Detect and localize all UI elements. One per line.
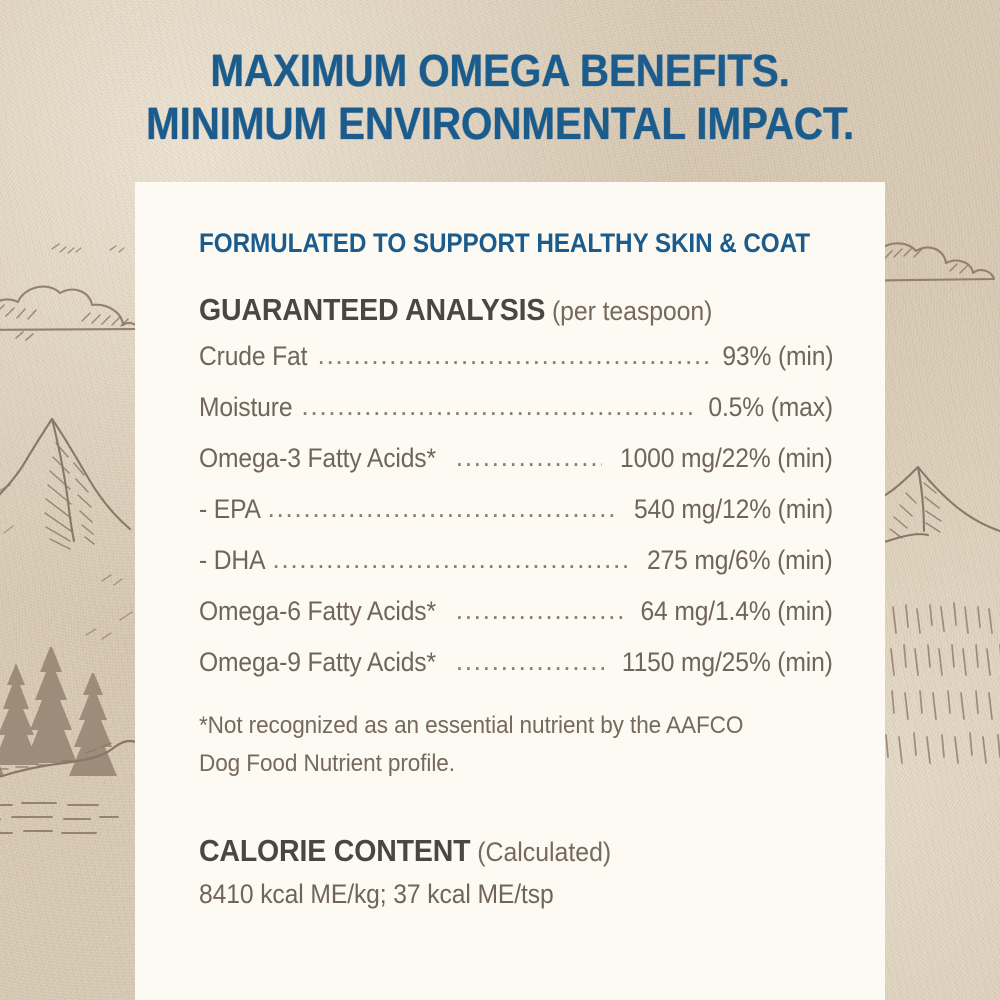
dot-leader: ........................................… (272, 545, 631, 574)
nutrient-value: 64 mg/1.4% (min) (640, 596, 833, 626)
guaranteed-analysis-qualifier: (per teaspoon) (545, 296, 713, 326)
dot-leader: ........................................… (267, 494, 617, 523)
dot-leader: ........................................… (317, 341, 712, 370)
page-headline: MAXIMUM OMEGA BENEFITS. MINIMUM ENVIRONM… (0, 44, 1000, 150)
nutrient-label: Omega-3 Fatty Acids* (199, 443, 436, 473)
nutrient-value: 93% (min) (721, 341, 833, 371)
dot-leader: ........................................… (455, 596, 625, 625)
calorie-content-heading: CALORIE CONTENT (Calculated) (199, 832, 782, 871)
guaranteed-analysis-title: GUARANTEED ANALYSIS (199, 292, 546, 327)
nutrition-card: FORMULATED TO SUPPORT HEALTHY SKIN & COA… (135, 182, 885, 1000)
nutrient-value: 1150 mg/25% (min) (622, 647, 833, 677)
nutrient-label: Omega-6 Fatty Acids* (199, 596, 436, 626)
dot-leader: ........................................… (455, 647, 605, 676)
calorie-content-title: CALORIE CONTENT (199, 833, 471, 868)
dot-leader: ........................................… (301, 392, 698, 421)
table-row: - DHA ..................................… (199, 545, 833, 596)
table-row: Omega-3 Fatty Acids* ...................… (199, 443, 833, 494)
table-row: Moisture ...............................… (199, 392, 833, 443)
card-subheading: FORMULATED TO SUPPORT HEALTHY SKIN & COA… (199, 228, 811, 258)
calorie-content-qualifier: (Calculated) (470, 837, 612, 867)
nutrient-value: 275 mg/6% (min) (647, 545, 833, 575)
table-row: Crude Fat ..............................… (199, 341, 833, 392)
nutrient-value: 540 mg/12% (min) (633, 494, 833, 524)
guaranteed-analysis-rows: Crude Fat ..............................… (199, 341, 833, 698)
nutrient-value: 0.5% (max) (708, 392, 833, 422)
nutrient-label: Crude Fat (199, 341, 308, 371)
guaranteed-analysis-heading: GUARANTEED ANALYSIS (per teaspoon) (199, 292, 782, 329)
headline-line-1: MAXIMUM OMEGA BENEFITS. (210, 45, 790, 96)
table-row: Omega-9 Fatty Acids* ...................… (199, 647, 833, 698)
nutrient-label: - EPA (199, 494, 261, 524)
nutrition-card-content: FORMULATED TO SUPPORT HEALTHY SKIN & COA… (199, 226, 833, 911)
nutrient-label: Omega-9 Fatty Acids* (199, 647, 436, 677)
nutrient-value: 1000 mg/22% (min) (620, 443, 833, 473)
aafco-footnote: *Not recognized as an essential nutrient… (199, 712, 744, 777)
nutrient-label: - DHA (199, 545, 266, 575)
calorie-content-block: CALORIE CONTENT (Calculated) 8410 kcal M… (199, 832, 833, 911)
table-row: - EPA ..................................… (199, 494, 833, 545)
calorie-content-value: 8410 kcal ME/kg; 37 kcal ME/tsp (199, 879, 554, 909)
dot-leader: ........................................… (455, 443, 603, 472)
nutrient-label: Moisture (199, 392, 293, 422)
table-row: Omega-6 Fatty Acids* ...................… (199, 596, 833, 647)
headline-line-2: MINIMUM ENVIRONMENTAL IMPACT. (145, 98, 854, 149)
